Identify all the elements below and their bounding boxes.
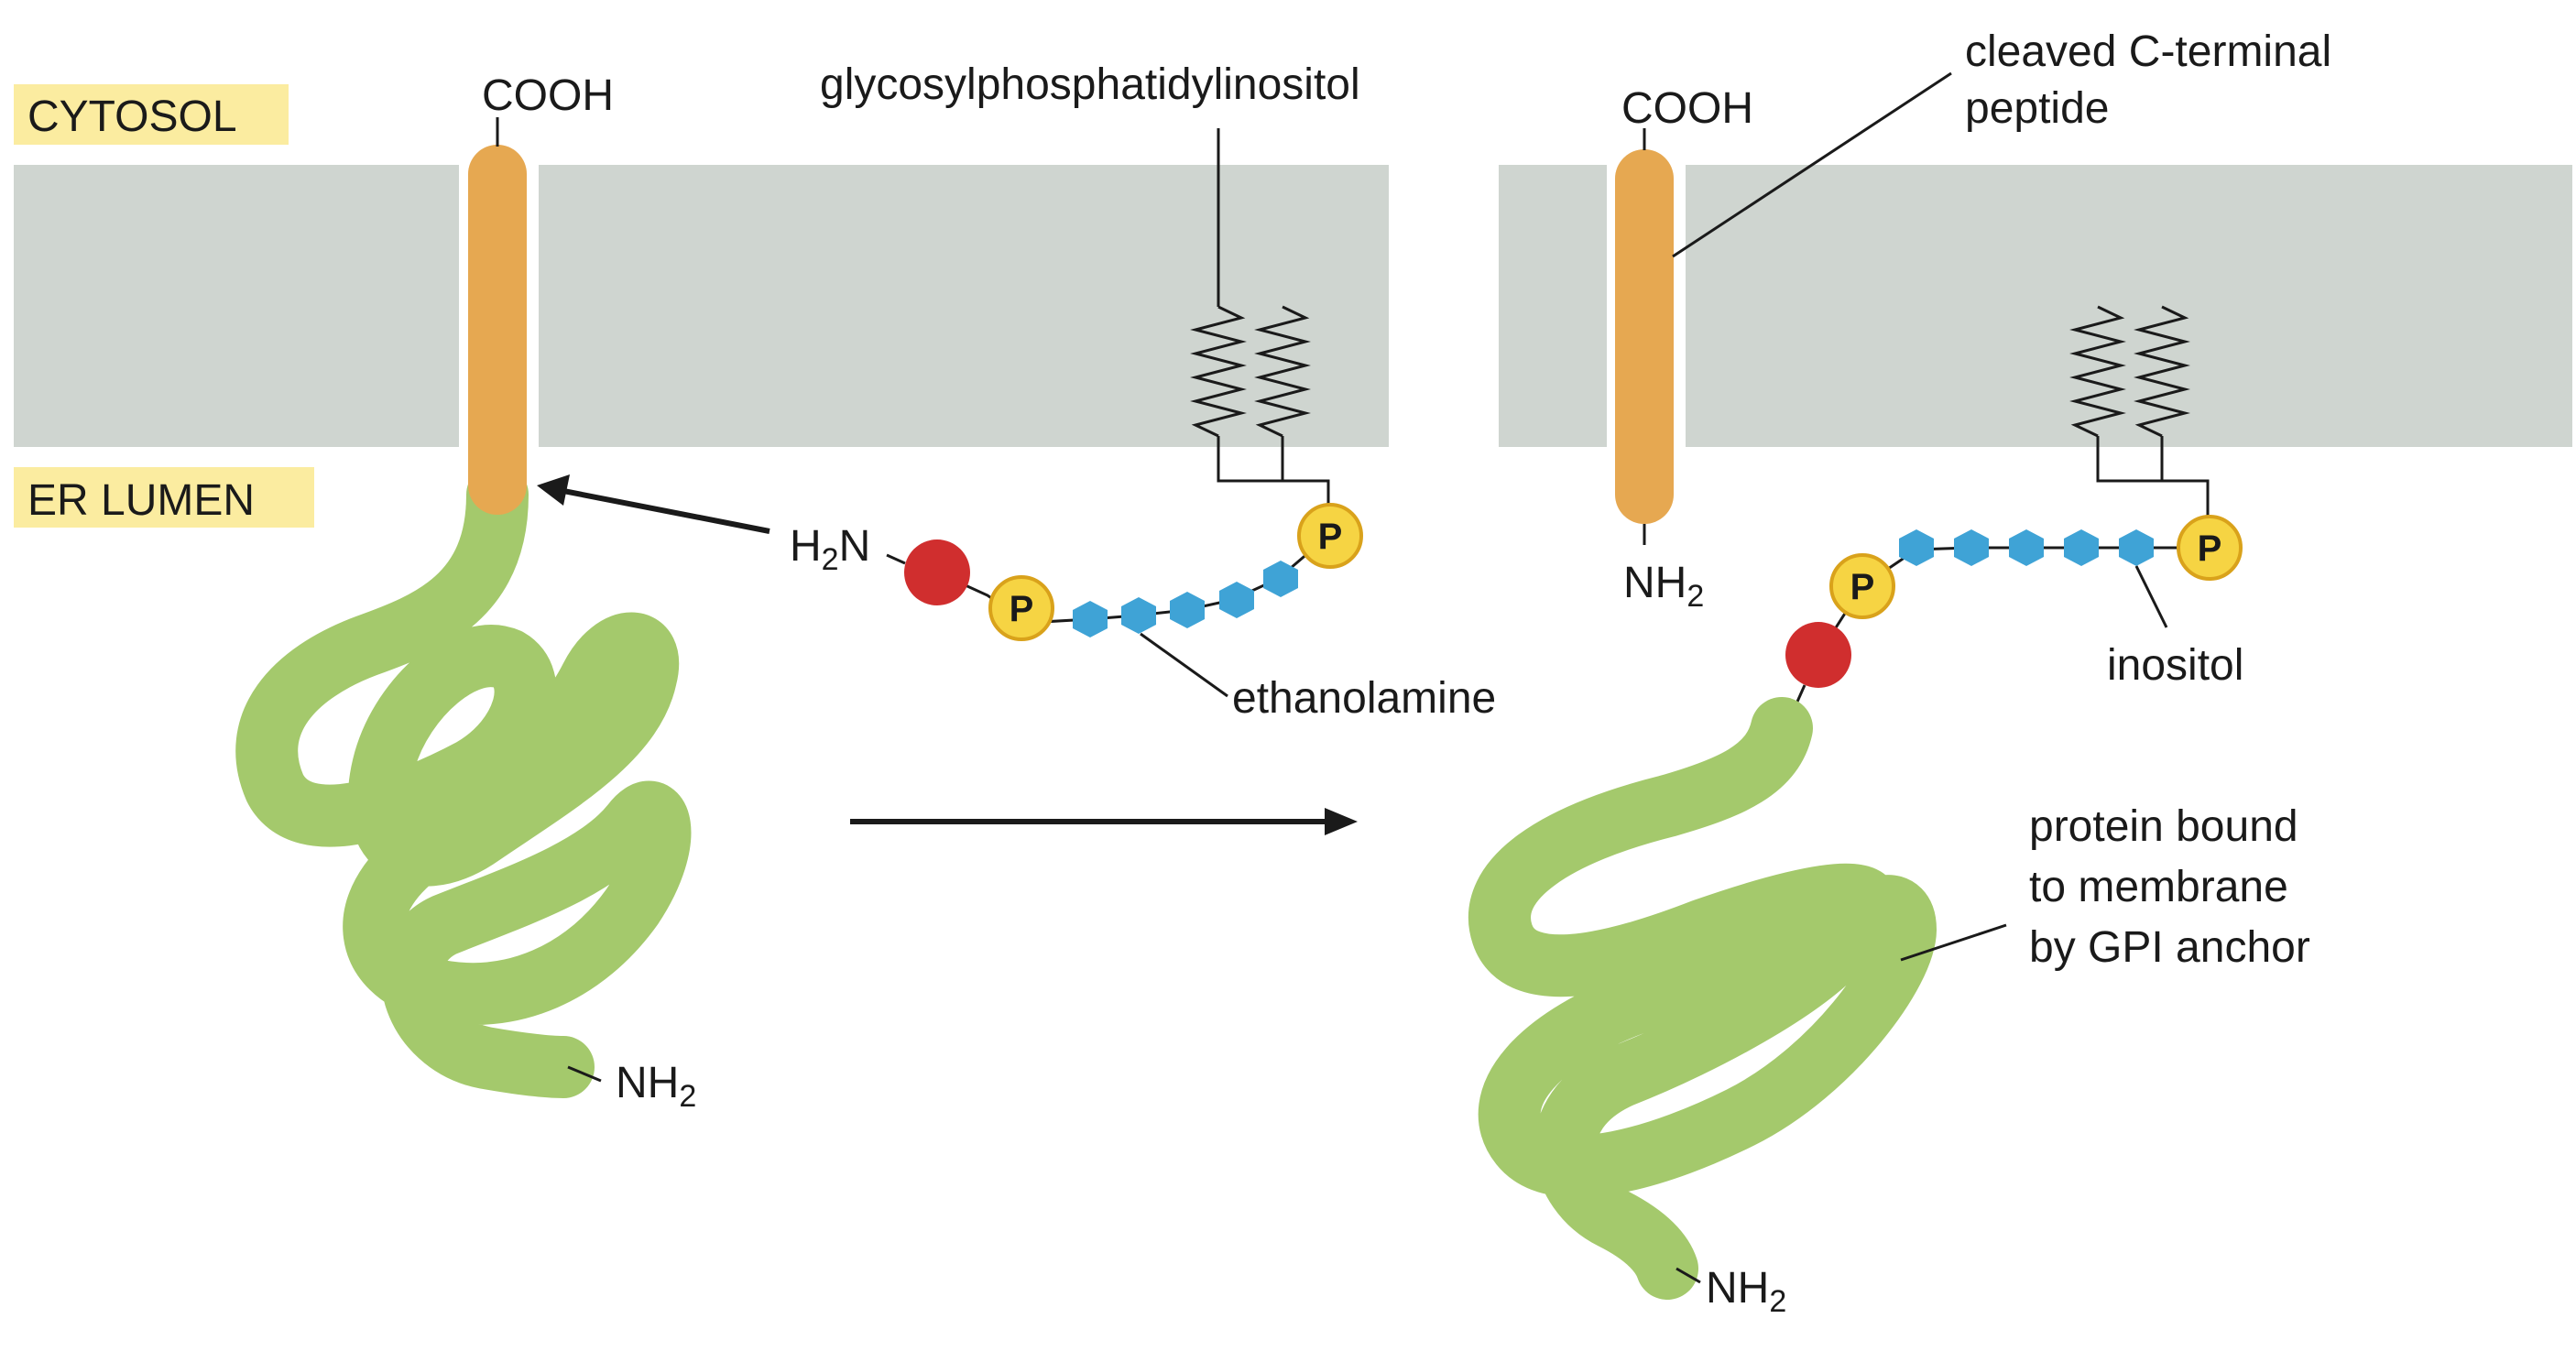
lipid-tail-right-2 bbox=[2134, 305, 2190, 438]
sugar-right-4 bbox=[2064, 529, 2099, 566]
membrane-left-segment-a bbox=[14, 165, 459, 447]
sugar-left-3 bbox=[1170, 592, 1205, 628]
nh2-tick-right bbox=[1675, 1267, 1701, 1284]
sugar-left-1 bbox=[1073, 601, 1108, 637]
membrane-right-segment-a bbox=[1499, 165, 1607, 447]
anchored-protein-chain bbox=[1468, 697, 1937, 1300]
lipid-tail-left-2 bbox=[1254, 305, 1311, 438]
reaction-arrow-head bbox=[1325, 808, 1358, 835]
phosphate-label-right-lipid: P bbox=[2198, 528, 2222, 569]
protein-bound-pointer bbox=[1900, 923, 2007, 962]
lipid-tail-right-1 bbox=[2069, 305, 2126, 438]
sugar-right-3 bbox=[2009, 529, 2044, 566]
phosphate-right-lipid bbox=[2177, 515, 2243, 581]
nh2-label-left: NH2 bbox=[616, 1059, 696, 1114]
phosphate-label-right-ethanolamine: P bbox=[1850, 567, 1875, 607]
sugar-left-2 bbox=[1121, 597, 1156, 634]
membrane-right-segment-b bbox=[1686, 165, 2572, 447]
inositol-pointer bbox=[2134, 565, 2168, 628]
nh2-tick-left bbox=[567, 1065, 602, 1083]
attack-arrow-head bbox=[537, 474, 570, 506]
ethanolamine-right bbox=[1785, 622, 1851, 688]
attack-arrow-line bbox=[558, 487, 770, 534]
h2n-label: H2N bbox=[790, 522, 870, 577]
phosphate-right-ethanolamine bbox=[1829, 553, 1895, 619]
ethanolamine-label: ethanolamine bbox=[1232, 674, 1496, 723]
lipid-tail-left-1 bbox=[1190, 305, 1247, 438]
glycerol-linker-right bbox=[2096, 436, 2210, 518]
inositol-label: inositol bbox=[2107, 641, 2243, 690]
sugar-right-5 bbox=[2119, 529, 2154, 566]
h2n-tick bbox=[886, 553, 906, 565]
gpi-label: glycosylphosphatidylinositol bbox=[820, 60, 1360, 109]
er-lumen-label: ER LUMEN bbox=[27, 476, 255, 525]
nh2-label-right: NH2 bbox=[1706, 1264, 1786, 1319]
phosphate-left-ethanolamine bbox=[988, 575, 1054, 641]
cleaved-label-line1: cleaved C-terminal bbox=[1965, 27, 2331, 76]
membrane-left-segment-b bbox=[539, 165, 1389, 447]
protein-bound-label-line3: by GPI anchor bbox=[2029, 923, 2310, 972]
protein-bound-label-line1: protein bound bbox=[2029, 802, 2298, 851]
cytosol-label-bg bbox=[14, 84, 289, 145]
precursor-protein-chain bbox=[235, 463, 692, 1098]
sugar-right-1 bbox=[1899, 529, 1934, 566]
er-lumen-label-bg bbox=[14, 467, 314, 528]
cooh-label-right: COOH bbox=[1621, 84, 1753, 133]
sugar-left-5 bbox=[1263, 561, 1298, 597]
ethanolamine-pointer bbox=[1140, 632, 1228, 698]
sugar-right-2 bbox=[1954, 529, 1989, 566]
phosphate-left-lipid bbox=[1297, 503, 1363, 569]
ethanolamine-left bbox=[904, 539, 970, 605]
glycerol-linker-left bbox=[1217, 436, 1330, 513]
cytosol-label: CYTOSOL bbox=[27, 93, 237, 141]
sugar-left-4 bbox=[1219, 582, 1254, 618]
cleaved-peptide-pointer bbox=[1672, 71, 1952, 258]
cleaved-label-line2: peptide bbox=[1965, 84, 2109, 133]
phosphate-label-left-lipid: P bbox=[1318, 517, 1343, 557]
cooh-label-left: COOH bbox=[482, 71, 614, 120]
phosphate-label-left-ethanolamine: P bbox=[1010, 589, 1034, 629]
protein-bound-label-line2: to membrane bbox=[2029, 863, 2288, 911]
nh2-label-cleaved: NH2 bbox=[1623, 559, 1704, 614]
